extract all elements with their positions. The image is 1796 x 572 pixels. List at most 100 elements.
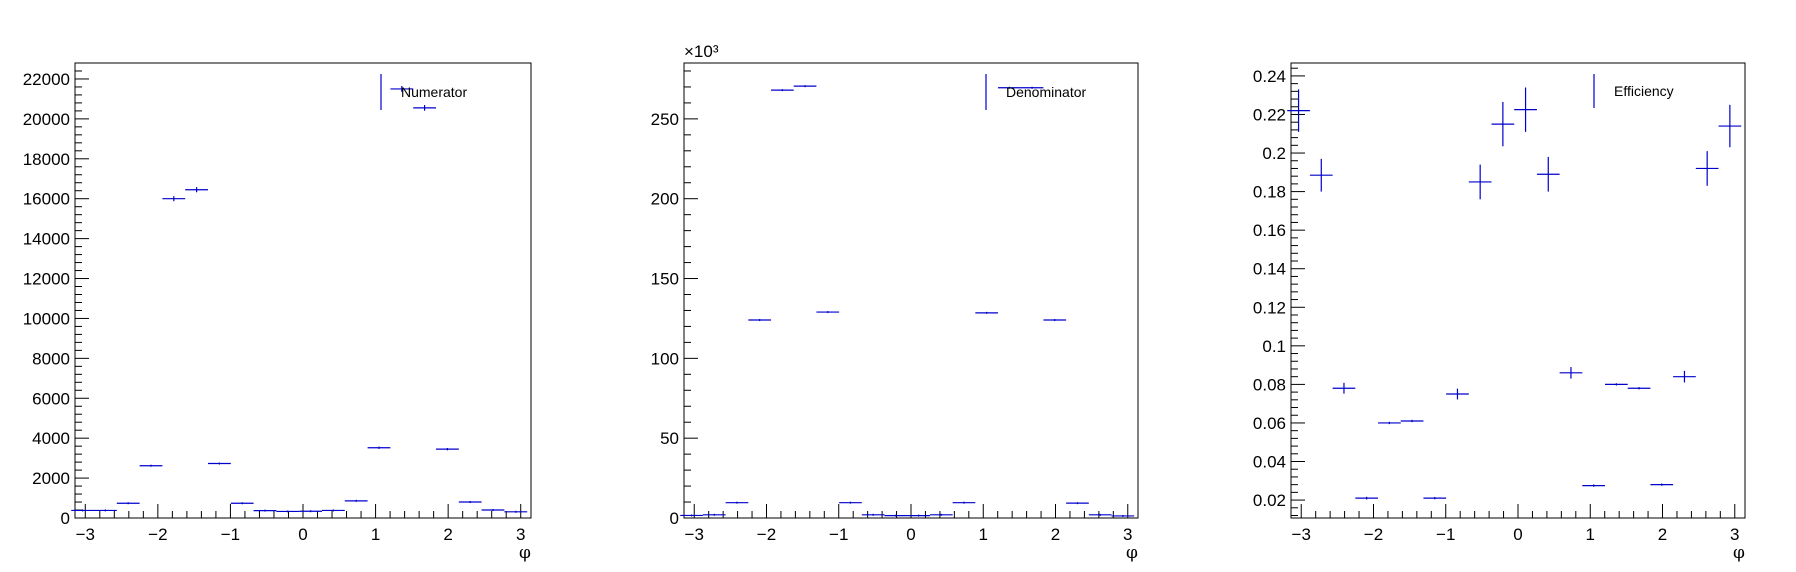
y-tick-label: 4000 [32,429,70,448]
legend: Denominator [985,74,1086,110]
legend-label: Numerator [401,84,467,100]
y-tick-label: 18000 [23,150,70,169]
x-tick-label: −3 [1292,525,1311,544]
data-point [929,513,953,516]
data-point [253,509,277,512]
data-point [702,513,726,516]
y-tick-label: 200 [651,190,679,209]
data-point [94,509,117,512]
x-tick-label: 0 [1513,525,1522,544]
axis-multiplier: ×10³ [684,42,719,61]
data-point [884,514,908,517]
x-tick-label: 1 [979,525,988,544]
y-tick-label: 16000 [23,190,70,209]
data-point [139,464,163,467]
data-point [1514,87,1537,132]
data-point [1020,86,1044,89]
data-point [1718,104,1742,148]
data-point [458,501,482,504]
y-tick-label: 0.06 [1253,414,1286,433]
data-point [748,319,772,322]
x-tick-label: −3 [685,525,704,544]
x-tick-label: −2 [148,525,167,544]
panel-efficiency: −3 −2 −1 0 1 2 3 0.02 0.04 0.06 0.08 0.1 0.12 0.14 0.1… [1253,62,1746,563]
x-tick-label: −2 [757,525,776,544]
y-tick-label: 0 [61,509,70,528]
data-point [1355,496,1379,500]
data-point [344,499,368,502]
x-tick-label: 3 [1730,525,1739,544]
data-point [276,510,300,513]
data-point [116,502,140,505]
y-tick-label: 20000 [23,110,70,129]
y-tick-label: 0.02 [1253,491,1286,510]
x-axis-title: φ [519,543,531,563]
y-tick-label: 0 [670,509,679,528]
data-point [771,89,794,92]
y-tick-label: 10000 [23,309,70,328]
data-point [1468,164,1492,200]
data-point [816,311,840,314]
data-point [1650,483,1674,486]
data-point [436,447,459,451]
data-point [975,311,999,314]
y-tick-label: 250 [651,110,679,129]
data-point [367,446,391,449]
y-tick-label: 150 [651,270,679,289]
x-tick-label: 1 [371,525,380,544]
data-point [1673,370,1696,383]
x-tick-label: 0 [906,525,915,544]
data-point [861,513,885,516]
data-point [1066,502,1089,505]
data-point [1043,319,1067,322]
legend: Numerator [380,74,467,110]
data-point [1111,514,1135,517]
data-point [1423,496,1447,500]
y-tick-label: 50 [660,429,679,448]
panel-numerator: −3 −2 −1 0 1 2 3 0 2000 4000 6000 8000 10000 12000 140… [23,62,532,563]
y-tick-label: 6000 [32,389,70,408]
data-point [1309,158,1333,192]
data-point [1400,419,1424,423]
x-tick-label: 2 [1051,525,1060,544]
x-tick-label: −3 [76,525,95,544]
y-tick-label: 0.22 [1253,105,1286,124]
x-tick-label: 0 [298,525,307,544]
y-tick-label: 22000 [23,70,70,89]
data-point [839,501,862,504]
x-tick-label: 3 [516,525,525,544]
y-tick-label: 12000 [23,270,70,289]
data-point [504,510,528,513]
data-point [1536,156,1560,192]
data-point [322,509,345,512]
legend-label: Efficiency [1614,83,1674,99]
data-point [725,501,749,504]
x-tick-label: 2 [1658,525,1667,544]
data-point [1287,89,1310,132]
x-tick-label: −1 [1436,525,1455,544]
data-point [793,85,817,88]
x-axis-title: φ [1126,543,1138,563]
data-point [162,196,186,202]
y-tick-label: 100 [651,349,679,368]
data-point [998,86,1021,89]
data-point [413,105,436,111]
y-tick-label: 8000 [32,349,70,368]
y-tick-label: 0.18 [1253,183,1286,202]
data-point [1088,513,1112,516]
y-tick-label: 2000 [32,469,70,488]
y-tick-label: 0.2 [1262,144,1286,163]
data-point [1627,387,1651,390]
x-axis-title: φ [1733,543,1745,563]
data-point [1491,101,1515,147]
data-point [71,509,94,512]
x-tick-label: 1 [1586,525,1595,544]
data-point [299,510,322,513]
y-tick-label: 0.14 [1253,260,1286,279]
data-point [1605,383,1628,386]
data-point [680,514,703,517]
panel-denominator: −3 −2 −1 0 1 2 3 0 50 100 150 200 250 ×10³ φ Denominato… [651,42,1139,563]
legend: Efficiency [1593,74,1674,108]
